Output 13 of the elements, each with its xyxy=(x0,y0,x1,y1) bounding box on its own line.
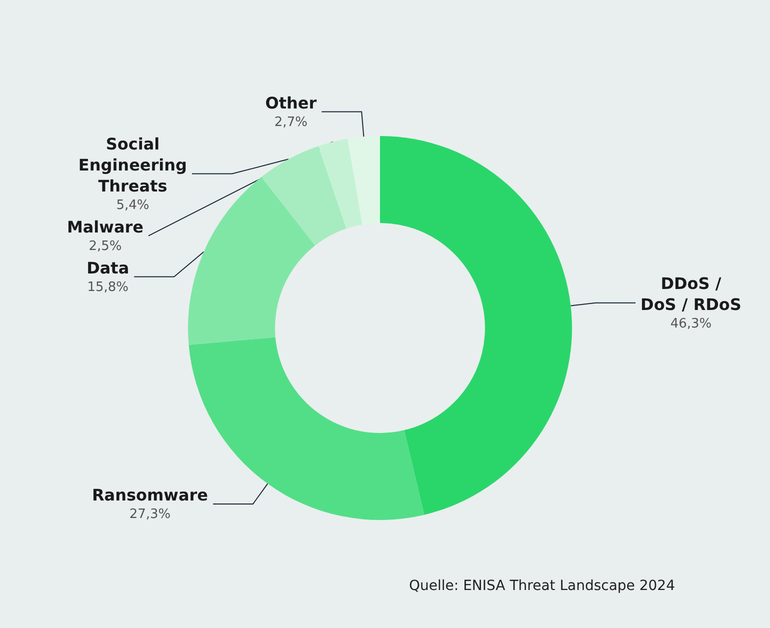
slice-label: Other xyxy=(265,93,317,112)
data-label: 5,4% xyxy=(116,198,150,213)
slice-label: Malware xyxy=(66,217,144,236)
slice-label: Ransomware xyxy=(92,485,208,504)
data-label: 27,3% xyxy=(129,506,171,522)
source-note: Quelle: ENISA Threat Landscape 2024 xyxy=(409,578,676,594)
data-label: 46,3% xyxy=(670,316,712,332)
data-label: 2,5% xyxy=(88,238,122,254)
slice-label: Social Engineering Threats xyxy=(78,134,187,196)
slice-label: Data xyxy=(86,258,130,278)
data-label: 15,8% xyxy=(87,280,128,295)
slice-label: DDoS / DoS / RDoS xyxy=(640,274,742,314)
data-label: 2,7% xyxy=(274,114,308,130)
